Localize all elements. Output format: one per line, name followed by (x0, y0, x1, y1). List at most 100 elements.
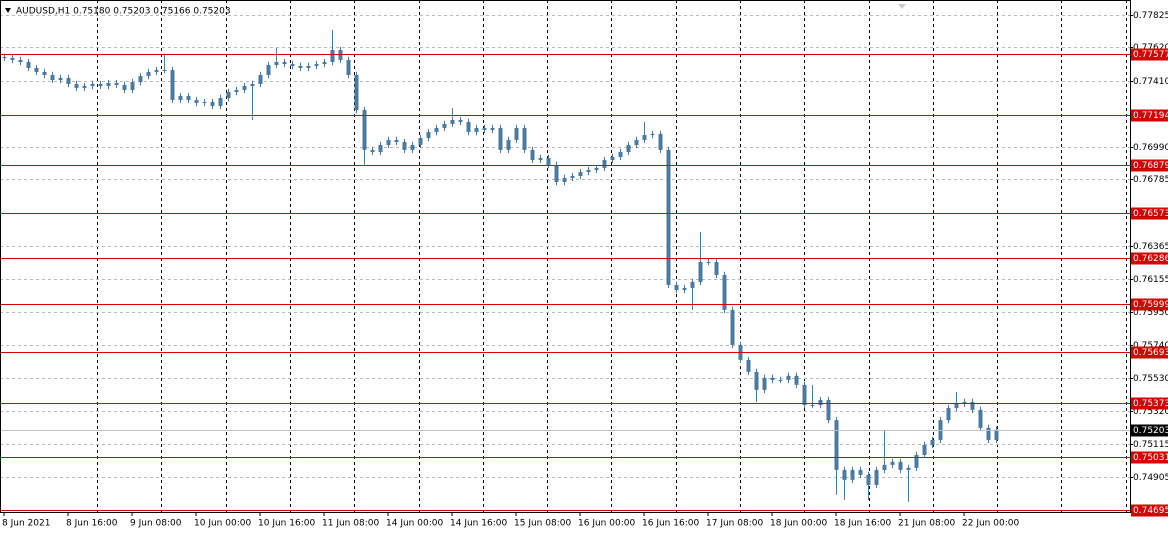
candle-body (530, 149, 535, 161)
candle-body (818, 399, 823, 405)
plot-frame (0, 0, 1131, 513)
candle-body (658, 133, 663, 150)
x-tick-label: 11 Jun 08:00 (322, 519, 379, 529)
candle-body (426, 132, 431, 139)
candle-body (42, 71, 47, 75)
y-tick-label: 0.75115 (1133, 440, 1168, 450)
candle-body (690, 281, 695, 288)
x-tick-label: 14 Jun 00:00 (386, 519, 443, 529)
candle-body (802, 384, 807, 405)
level-label: 0.75693 (1133, 348, 1168, 358)
candle-body (594, 167, 599, 170)
candle-body (826, 399, 831, 421)
candle-body (266, 64, 271, 75)
candle-body (610, 157, 615, 161)
x-tick-label: 14 Jun 16:00 (450, 519, 507, 529)
x-tick-label: 17 Jun 08:00 (706, 519, 763, 529)
candle-body (914, 454, 919, 468)
y-tick-label: 0.76990 (1133, 143, 1168, 153)
candle-body (634, 139, 639, 145)
candle-body (322, 61, 327, 65)
candle-body (402, 141, 407, 150)
x-tick-label: 10 Jun 16:00 (258, 519, 315, 529)
candle-body (450, 120, 455, 124)
candle-body (474, 127, 479, 133)
candle-body (490, 127, 495, 130)
candle-body (730, 309, 735, 345)
candle-body (906, 467, 911, 470)
candle-body (82, 86, 87, 88)
candle-body (786, 375, 791, 380)
candle-body (618, 151, 623, 158)
candle-body (858, 469, 863, 475)
candle-body (250, 83, 255, 87)
candle-body (930, 439, 935, 445)
candle-body (978, 409, 983, 428)
candle-body (962, 401, 967, 405)
candle-body (170, 70, 175, 100)
level-label-box (1131, 207, 1168, 220)
candle-body (666, 149, 671, 285)
candle-body (50, 74, 55, 81)
x-tick-label: 15 Jun 08:00 (514, 519, 571, 529)
level-label-box (1131, 298, 1168, 311)
candle-body (202, 101, 207, 103)
candle-body (466, 121, 471, 133)
level-label: 0.75373 (1133, 399, 1168, 409)
candle-body (434, 127, 439, 133)
candle-body (994, 429, 999, 440)
candle-body (218, 98, 223, 106)
candle-body (394, 139, 399, 142)
candle-body (226, 92, 231, 99)
level-label: 0.76286 (1133, 254, 1168, 264)
candle-body (882, 464, 887, 470)
level-label-box (1131, 159, 1168, 172)
y-tick-label: 0.75320 (1133, 407, 1168, 417)
level-label: 0.75999 (1133, 300, 1168, 310)
y-tick-label: 0.76785 (1133, 175, 1168, 185)
x-tick-label: 10 Jun 00:00 (194, 519, 251, 529)
candle-body (58, 77, 63, 81)
candle-body (570, 175, 575, 178)
candle-body (706, 262, 711, 264)
candle-body (314, 64, 319, 66)
candle-body (514, 127, 519, 140)
level-label-box (1131, 109, 1168, 122)
y-tick-label: 0.76365 (1133, 242, 1168, 252)
candle-body (762, 377, 767, 390)
candle-body (746, 359, 751, 372)
y-tick-label: 0.75950 (1133, 308, 1168, 318)
y-tick-label: 0.77620 (1133, 43, 1168, 53)
candle-body (306, 65, 311, 68)
x-tick-label: 8 Jun 16:00 (66, 519, 118, 529)
candle-body (138, 76, 143, 83)
candle-body (18, 59, 23, 62)
candle-body (954, 404, 959, 408)
candle-body (354, 74, 359, 111)
candle-body (850, 469, 855, 480)
candle-body (898, 461, 903, 470)
candle-body (2, 56, 7, 59)
candle-body (98, 83, 103, 87)
level-label: 0.76573 (1133, 209, 1168, 219)
candle-body (946, 407, 951, 421)
x-tick-label: 16 Jun 16:00 (642, 519, 699, 529)
candle-body (210, 101, 215, 106)
candle-body (66, 77, 71, 84)
candle-body (146, 71, 151, 77)
candle-body (282, 61, 287, 65)
candle-body (258, 74, 263, 84)
candle-body (482, 127, 487, 130)
candle-body (546, 157, 551, 165)
candle-body (90, 83, 95, 87)
y-tick-label: 0.77410 (1133, 77, 1168, 87)
candle-body (330, 49, 335, 62)
candle-body (754, 371, 759, 390)
candle-body (650, 133, 655, 136)
y-tick-label: 0.75530 (1133, 374, 1168, 384)
candle-body (34, 67, 39, 72)
candle-body (554, 164, 559, 182)
y-tick-label: 0.77825 (1133, 11, 1168, 21)
x-tick-label: 21 Jun 08:00 (898, 519, 955, 529)
candle-body (626, 144, 631, 152)
